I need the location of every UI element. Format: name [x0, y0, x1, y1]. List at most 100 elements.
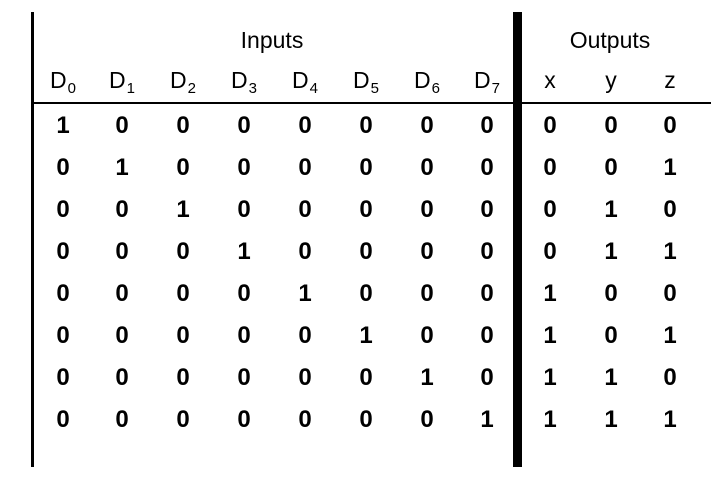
input-cell: 0 [480, 196, 494, 223]
output-cell: 1 [663, 238, 677, 265]
input-cell: 0 [480, 364, 494, 391]
output-cell: 0 [604, 322, 618, 349]
header-d0: D0 [50, 66, 76, 97]
output-cell: 1 [543, 364, 557, 391]
input-cell: 0 [176, 280, 190, 307]
input-cell: 1 [359, 322, 373, 349]
input-cell: 0 [237, 364, 251, 391]
input-cell: 1 [420, 364, 434, 391]
input-cell: 0 [115, 322, 129, 349]
header-d4: D4 [292, 66, 318, 97]
input-cell: 0 [237, 196, 251, 223]
input-cell: 0 [480, 238, 494, 265]
header-subscript: 7 [491, 80, 500, 97]
input-cell: 0 [298, 238, 312, 265]
output-cell: 0 [543, 154, 557, 181]
output-cell: 0 [604, 154, 618, 181]
input-cell: 0 [56, 238, 70, 265]
header-x: x [544, 67, 556, 93]
input-cell: 0 [298, 154, 312, 181]
header-base: D [414, 67, 431, 93]
input-cell: 0 [359, 280, 373, 307]
output-cell: 0 [604, 112, 618, 139]
output-cell: 0 [604, 280, 618, 307]
output-cell: 0 [663, 364, 677, 391]
header-base: D [292, 67, 309, 93]
header-subscript: 0 [67, 80, 76, 97]
header-base: D [109, 67, 126, 93]
output-cell: 0 [663, 280, 677, 307]
input-cell: 0 [56, 196, 70, 223]
input-cell: 0 [176, 322, 190, 349]
header-base: D [170, 67, 187, 93]
input-cell: 0 [359, 196, 373, 223]
header-subscript: 2 [187, 80, 196, 97]
header-d2: D2 [170, 66, 196, 97]
input-cell: 0 [176, 406, 190, 433]
header-subscript: 4 [309, 80, 318, 97]
output-cell: 0 [543, 112, 557, 139]
output-cell: 1 [604, 364, 618, 391]
header-base: D [231, 67, 248, 93]
output-cell: 0 [543, 238, 557, 265]
output-cell: 1 [663, 406, 677, 433]
input-cell: 0 [359, 112, 373, 139]
header-subscript: 3 [248, 80, 257, 97]
input-cell: 0 [420, 238, 434, 265]
header-base: D [474, 67, 491, 93]
input-cell: 0 [480, 322, 494, 349]
input-cell: 0 [298, 364, 312, 391]
input-cell: 0 [420, 196, 434, 223]
input-cell: 0 [420, 322, 434, 349]
output-cell: 1 [604, 406, 618, 433]
header-subscript: 1 [126, 80, 135, 97]
input-cell: 0 [56, 322, 70, 349]
input-cell: 0 [56, 364, 70, 391]
input-cell: 0 [237, 154, 251, 181]
header-d6: D6 [414, 66, 440, 97]
input-cell: 0 [237, 280, 251, 307]
input-cell: 0 [359, 238, 373, 265]
input-cell: 0 [115, 406, 129, 433]
header-d1: D1 [109, 66, 135, 97]
input-cell: 0 [298, 196, 312, 223]
input-cell: 0 [420, 406, 434, 433]
input-cell: 1 [298, 280, 312, 307]
output-cell: 1 [663, 322, 677, 349]
input-cell: 0 [115, 196, 129, 223]
inputs-outputs-divider [513, 12, 522, 467]
header-subscript: 6 [431, 80, 440, 97]
output-cell: 0 [663, 196, 677, 223]
header-base: D [353, 67, 370, 93]
header-underline [31, 102, 711, 104]
input-cell: 0 [56, 154, 70, 181]
input-cell: 1 [115, 154, 129, 181]
input-cell: 0 [115, 112, 129, 139]
input-cell: 0 [56, 280, 70, 307]
output-cell: 1 [543, 322, 557, 349]
input-cell: 0 [359, 406, 373, 433]
outputs-group-title: Outputs [569, 27, 651, 53]
input-cell: 0 [298, 112, 312, 139]
inputs-group-title: Inputs [240, 27, 304, 53]
input-cell: 0 [237, 322, 251, 349]
output-cell: 0 [663, 112, 677, 139]
output-cell: 1 [663, 154, 677, 181]
input-cell: 0 [420, 154, 434, 181]
input-cell: 0 [480, 280, 494, 307]
input-cell: 1 [176, 196, 190, 223]
input-cell: 0 [359, 364, 373, 391]
input-cell: 0 [176, 154, 190, 181]
input-cell: 0 [359, 154, 373, 181]
input-cell: 1 [56, 112, 70, 139]
header-d5: D5 [353, 66, 379, 96]
input-cell: 0 [480, 154, 494, 181]
input-cell: 0 [176, 238, 190, 265]
output-cell: 1 [604, 238, 618, 265]
input-cell: 0 [115, 238, 129, 265]
input-cell: 0 [420, 280, 434, 307]
input-cell: 0 [56, 406, 70, 433]
output-cell: 1 [604, 196, 618, 223]
input-cell: 1 [237, 238, 251, 265]
